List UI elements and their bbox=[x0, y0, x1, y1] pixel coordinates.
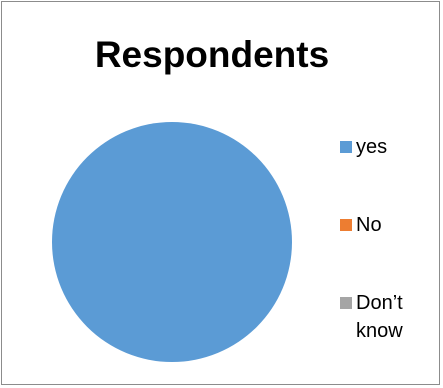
pie-chart bbox=[52, 122, 292, 362]
chart-title: Respondents bbox=[94, 34, 330, 75]
pie-slice-yes bbox=[52, 122, 292, 362]
plot-area bbox=[42, 112, 302, 372]
legend: yes No Don’t know bbox=[340, 133, 440, 363]
legend-swatch-dont-know bbox=[340, 297, 352, 309]
legend-swatch-no bbox=[340, 219, 352, 231]
legend-label-yes: yes bbox=[356, 136, 388, 158]
legend-swatch-yes bbox=[340, 141, 352, 153]
legend-item-yes: yes bbox=[340, 133, 387, 161]
legend-item-no: No bbox=[340, 211, 382, 239]
legend-label-dont-know: Don’t know bbox=[356, 292, 403, 342]
legend-label-no: No bbox=[356, 214, 382, 236]
legend-item-dont-know: Don’t know bbox=[340, 289, 403, 345]
